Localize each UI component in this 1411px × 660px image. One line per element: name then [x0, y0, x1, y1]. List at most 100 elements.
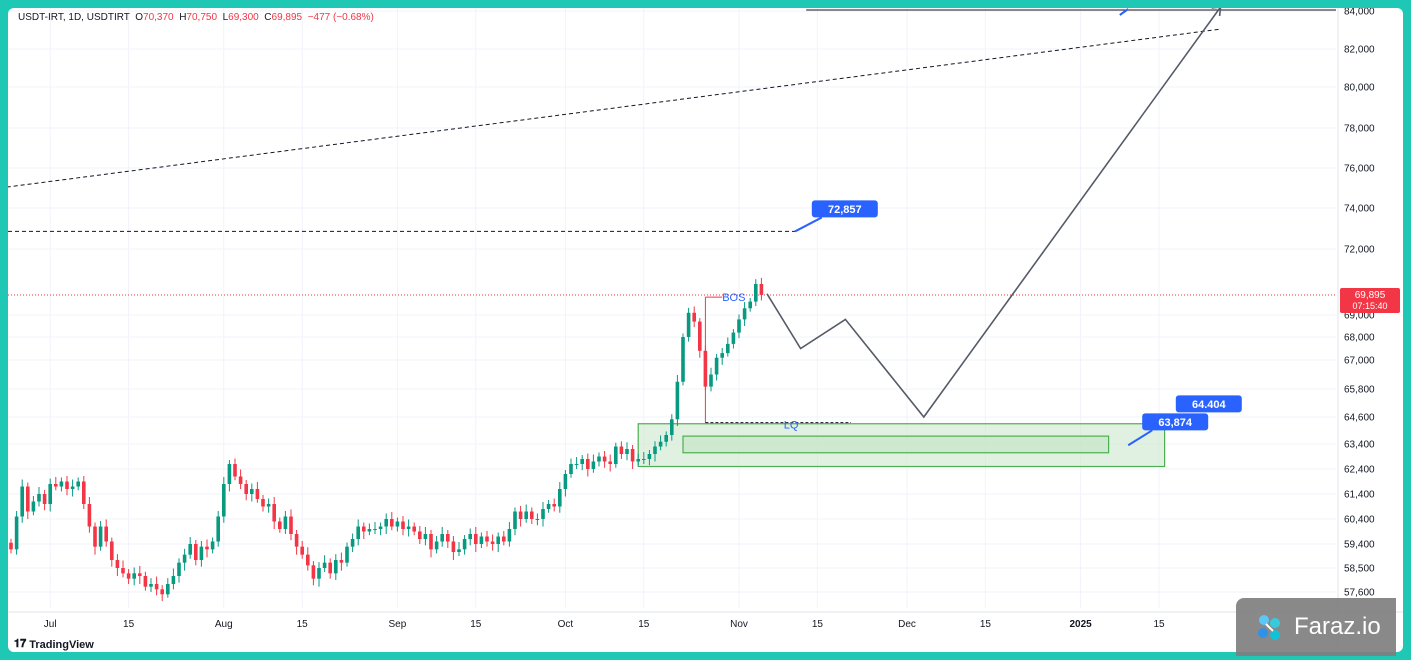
open-label: O: [135, 12, 144, 23]
candle-body: [742, 308, 747, 320]
candle-body: [306, 554, 310, 566]
candle-body: [726, 343, 730, 354]
tradingview-logo[interactable]: 𝟏𝟕 TradingView: [14, 638, 94, 651]
candlestick-chart[interactable]: 72,857 64.404 63,874 BOS LQ 57,600 58,500 59,4…: [8, 8, 1403, 652]
candle-body: [395, 521, 400, 527]
candle-body: [9, 542, 13, 550]
candle-body: [418, 531, 422, 539]
faraz-badge-text: Faraz.io: [1294, 613, 1381, 640]
faraz-badge[interactable]: Faraz.io: [1236, 598, 1396, 656]
y-tick-label: 63,400: [1344, 440, 1375, 451]
candle-body: [658, 441, 663, 447]
candle-body: [507, 529, 512, 542]
tradingview-icon: 𝟏𝟕: [14, 638, 27, 650]
candle-body: [289, 516, 293, 534]
candle-body: [283, 516, 288, 529]
faraz-logo-icon: [1258, 615, 1280, 640]
candle-body: [558, 489, 562, 507]
candle-body: [642, 459, 646, 460]
candle-body: [20, 486, 24, 517]
candle-body: [653, 446, 657, 454]
candle-body: [59, 481, 64, 487]
candle-body: [446, 534, 450, 542]
candle-body: [216, 516, 220, 542]
top-line-handle: [1119, 8, 1129, 16]
candle-body: [199, 546, 204, 560]
candle-body: [278, 521, 282, 529]
candle-body: [154, 584, 159, 590]
candle-body: [110, 541, 114, 560]
candle-body: [328, 562, 332, 574]
candle-body: [194, 544, 198, 560]
y-tick-label: 82,000: [1344, 45, 1375, 56]
candle-body: [250, 489, 254, 494]
candle-body: [322, 562, 327, 568]
candle-body: [339, 560, 344, 563]
candle-body: [552, 504, 556, 507]
candle-body: [670, 419, 674, 435]
candle-body: [692, 312, 696, 322]
bar-countdown: 07:15:40: [1352, 301, 1387, 311]
candle-body: [462, 539, 467, 550]
price-label-box: [811, 200, 878, 218]
x-tick-label: Dec: [898, 619, 916, 630]
candle-body: [580, 459, 584, 464]
candle-body: [429, 534, 433, 550]
y-tick-label: 72,000: [1344, 245, 1375, 256]
candle-body: [48, 484, 52, 504]
lq-label: LQ: [784, 420, 799, 432]
candle-body: [138, 573, 142, 576]
candle-body: [664, 435, 668, 442]
x-tick-label: 15: [123, 619, 135, 630]
candle-body: [345, 546, 349, 563]
current-price-tag: [1340, 288, 1400, 313]
candle-body: [681, 337, 685, 382]
low-value: 69,300: [228, 12, 259, 23]
y-tick-label: 80,000: [1344, 83, 1375, 94]
candle-body: [474, 534, 478, 544]
rising-trendline: [8, 28, 1221, 188]
candle-body: [373, 529, 377, 530]
candle-body: [412, 526, 416, 532]
chart-frame: 72,857 64.404 63,874 BOS LQ 57,600 58,500 59,4…: [8, 8, 1403, 652]
candle-body: [468, 534, 472, 539]
candle-body: [686, 312, 691, 337]
y-tick-label: 78,000: [1344, 124, 1375, 135]
price-label-pointer: [794, 216, 823, 233]
candle-body: [546, 504, 551, 509]
candle-body: [311, 565, 316, 579]
y-tick-label: 59,400: [1344, 540, 1375, 551]
candle-body: [76, 481, 80, 487]
close-value: 69,895: [271, 12, 303, 23]
candle-body: [233, 464, 237, 477]
candle-body: [401, 521, 405, 529]
price-label-text: 64.404: [1192, 399, 1227, 411]
candle-body: [490, 541, 495, 544]
candle-body: [485, 536, 489, 542]
candle-body: [586, 459, 590, 469]
x-tick-label: Nov: [730, 619, 748, 630]
x-tick-label: 2025: [1069, 619, 1092, 630]
candle-body: [126, 573, 131, 579]
candle-body: [132, 573, 136, 579]
candle-body: [524, 511, 528, 519]
x-tick-label: 15: [812, 619, 824, 630]
candle-body: [569, 464, 573, 474]
symbol-title: USDT-IRT, 1D, USDTIRT: [18, 12, 130, 23]
candle-body: [619, 446, 624, 454]
candle-body: [42, 494, 47, 504]
candle-body: [479, 536, 484, 544]
candle-body: [222, 484, 226, 517]
candle-body: [636, 459, 640, 462]
candle-body: [362, 526, 366, 532]
candle-body: [518, 511, 523, 519]
price-label-text: 63,874: [1158, 417, 1193, 429]
projection-path: [766, 8, 1221, 419]
candle-body: [121, 568, 125, 574]
candle-body: [591, 461, 596, 469]
candle-body: [166, 584, 170, 595]
candle-body: [714, 357, 719, 375]
candle-body: [317, 568, 321, 579]
candle-body: [496, 536, 500, 544]
candle-body: [210, 541, 215, 550]
